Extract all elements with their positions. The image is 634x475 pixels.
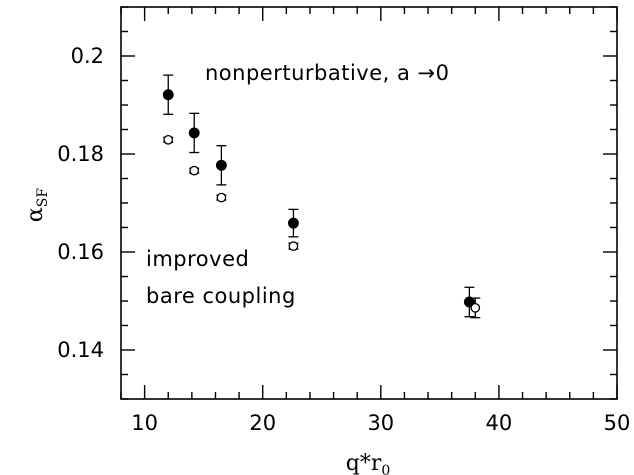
- filled-data-point: [287, 208, 299, 238]
- x-tick-label: 20: [249, 411, 276, 435]
- y-tick-label: 0.14: [57, 338, 104, 362]
- filled-data-point: [162, 74, 174, 115]
- annotation-improved: improved: [146, 247, 249, 271]
- filled-marker: [287, 217, 299, 229]
- x-axis-title-main: q*r: [346, 451, 382, 475]
- open-data-point: [216, 192, 227, 203]
- open-marker: [470, 303, 481, 313]
- filled-data-point: [463, 286, 475, 318]
- filled-marker: [162, 89, 174, 101]
- y-axis-title-subscript: SF: [35, 188, 51, 208]
- open-data-point: [163, 134, 174, 145]
- filled-data-point: [188, 112, 200, 154]
- tick-marks: [120, 6, 618, 400]
- x-axis-title-subscript: 0: [381, 463, 390, 475]
- filled-marker: [215, 159, 227, 171]
- annotation-nonperturbative: nonperturbative, a →0: [205, 61, 450, 85]
- x-tick-label: 10: [131, 411, 158, 435]
- y-axis-title-main: α: [23, 207, 48, 222]
- x-tick-label: 40: [486, 411, 513, 435]
- y-tick-label: 0.18: [57, 142, 104, 166]
- y-tick-label: 0.16: [57, 240, 104, 264]
- open-marker: [163, 134, 174, 145]
- data-marks: [162, 74, 481, 319]
- open-marker: [288, 241, 299, 251]
- open-marker: [216, 192, 227, 203]
- open-marker: [189, 165, 200, 176]
- open-data-point: [288, 241, 299, 251]
- filled-marker: [188, 127, 200, 139]
- x-axis-title: q*r0: [346, 451, 391, 475]
- filled-marker: [463, 296, 475, 308]
- filled-data-point: [215, 145, 227, 186]
- x-tick-label: 30: [367, 411, 394, 435]
- annotation-bare-coupling: bare coupling: [146, 284, 296, 308]
- open-data-point: [189, 165, 200, 176]
- x-tick-labels: 10 20 30 40 50: [131, 411, 630, 435]
- y-axis-title: αSF: [23, 188, 51, 222]
- open-data-point: [470, 297, 481, 319]
- x-tick-label: 50: [604, 411, 631, 435]
- y-tick-label: 0.2: [71, 44, 104, 68]
- y-tick-labels: 0.14 0.16 0.18 0.2: [57, 44, 104, 362]
